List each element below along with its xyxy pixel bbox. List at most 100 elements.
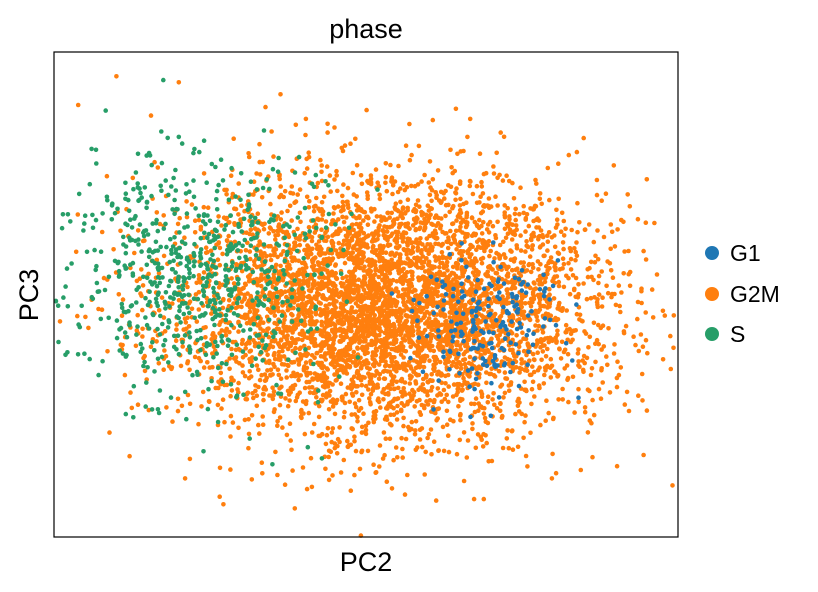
- point-g2m: [156, 308, 162, 313]
- point-g2m: [340, 275, 346, 281]
- point-g2m: [307, 313, 312, 319]
- point-g2m: [319, 163, 325, 168]
- point-g2m: [384, 352, 390, 357]
- point-g2m: [140, 326, 145, 332]
- point-g2m: [330, 233, 335, 238]
- point-g2m: [336, 320, 342, 326]
- point-g2m: [334, 451, 340, 456]
- point-g2m: [421, 305, 426, 311]
- point-g2m: [596, 292, 602, 297]
- point-g2m: [398, 389, 404, 395]
- point-g2m: [416, 387, 421, 393]
- point-g2m: [319, 227, 324, 232]
- point-g2m: [447, 209, 453, 215]
- point-g2m: [316, 414, 322, 420]
- point-g2m: [372, 219, 377, 224]
- point-g2m: [346, 205, 351, 211]
- point-g2m: [398, 310, 403, 316]
- point-g2m: [305, 248, 311, 254]
- point-g2m: [180, 344, 185, 349]
- point-g2m: [581, 369, 586, 375]
- point-g2m: [288, 438, 294, 443]
- point-g2m: [298, 219, 303, 225]
- point-g2m: [208, 248, 214, 254]
- point-g2m: [455, 266, 460, 271]
- point-g2m: [313, 255, 318, 260]
- point-g2m: [332, 326, 338, 331]
- point-g2m: [312, 340, 318, 346]
- point-g2m: [550, 451, 555, 457]
- point-g2m: [503, 235, 509, 241]
- point-g2m: [537, 365, 542, 370]
- chart-title: phase: [329, 14, 403, 44]
- point-g2m: [448, 305, 454, 310]
- point-g2m: [162, 329, 168, 334]
- point-g2m: [662, 313, 668, 318]
- point-g2m: [420, 288, 425, 294]
- point-g2m: [506, 291, 511, 297]
- point-g2m: [304, 373, 310, 378]
- point-g2m: [476, 244, 481, 249]
- point-g2m: [484, 440, 490, 446]
- point-g2m: [558, 356, 564, 361]
- point-g2m: [584, 355, 590, 361]
- point-g2m: [83, 314, 88, 320]
- point-g2m: [332, 411, 338, 417]
- point-g2m: [201, 325, 206, 331]
- point-g2m: [560, 240, 566, 245]
- point-g2m: [325, 121, 330, 127]
- point-g2m: [323, 238, 329, 244]
- point-g2m: [537, 191, 543, 196]
- point-g2m: [356, 277, 362, 283]
- point-g2m: [309, 235, 315, 240]
- point-g2m: [409, 394, 414, 400]
- point-g2m: [229, 276, 234, 281]
- point-g2m: [277, 194, 282, 200]
- point-g2m: [612, 342, 617, 347]
- point-g2m: [538, 303, 543, 309]
- point-g2m: [400, 446, 405, 452]
- point-g2m: [430, 264, 436, 269]
- point-g2m: [419, 179, 424, 184]
- point-g2m: [413, 209, 419, 215]
- point-g2m: [313, 203, 318, 209]
- point-g2m: [594, 337, 600, 343]
- point-g2m: [533, 204, 539, 209]
- point-g2m: [273, 449, 278, 455]
- point-g2m: [423, 245, 428, 250]
- point-g2m: [382, 229, 387, 234]
- point-g2m: [290, 258, 295, 264]
- point-g2m: [346, 352, 352, 358]
- point-g2m: [547, 259, 552, 265]
- point-g2m: [405, 256, 411, 261]
- point-g2m: [518, 248, 524, 253]
- point-g2m: [99, 229, 105, 235]
- point-g2m: [284, 294, 289, 300]
- point-g2m: [296, 258, 302, 264]
- point-g2m: [285, 388, 291, 394]
- point-g2m: [161, 315, 167, 320]
- point-g2m: [419, 402, 425, 408]
- point-g2m: [336, 254, 342, 260]
- point-g2m: [458, 347, 464, 352]
- point-g2m: [401, 182, 406, 187]
- point-g2m: [201, 171, 207, 176]
- point-g2m: [236, 380, 241, 386]
- point-g2m: [228, 434, 233, 439]
- point-g2m: [368, 181, 374, 187]
- point-g2m: [381, 376, 387, 381]
- point-g2m: [307, 390, 313, 395]
- point-g2m: [272, 313, 278, 318]
- point-g2m: [551, 296, 557, 301]
- point-g2m: [536, 383, 542, 388]
- point-g2m: [523, 413, 528, 418]
- point-g2m: [354, 362, 360, 368]
- point-g2m: [421, 274, 427, 280]
- point-g2m: [293, 281, 299, 287]
- point-g2m: [274, 281, 280, 286]
- point-g2m: [293, 345, 298, 351]
- point-g2m: [451, 418, 456, 424]
- point-g2m: [368, 391, 374, 397]
- point-g2m: [428, 301, 433, 307]
- point-g2m: [591, 412, 597, 418]
